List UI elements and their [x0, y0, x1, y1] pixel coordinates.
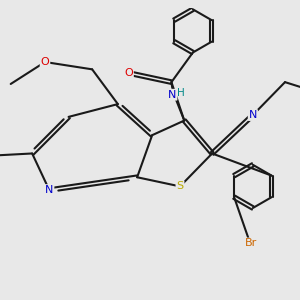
Text: S: S [176, 182, 184, 191]
Text: Br: Br [244, 238, 257, 248]
Text: N: N [45, 185, 53, 195]
Text: O: O [124, 68, 133, 78]
Text: O: O [40, 57, 50, 67]
Text: N: N [168, 90, 176, 100]
Text: N: N [249, 110, 257, 120]
Text: H: H [178, 88, 185, 98]
